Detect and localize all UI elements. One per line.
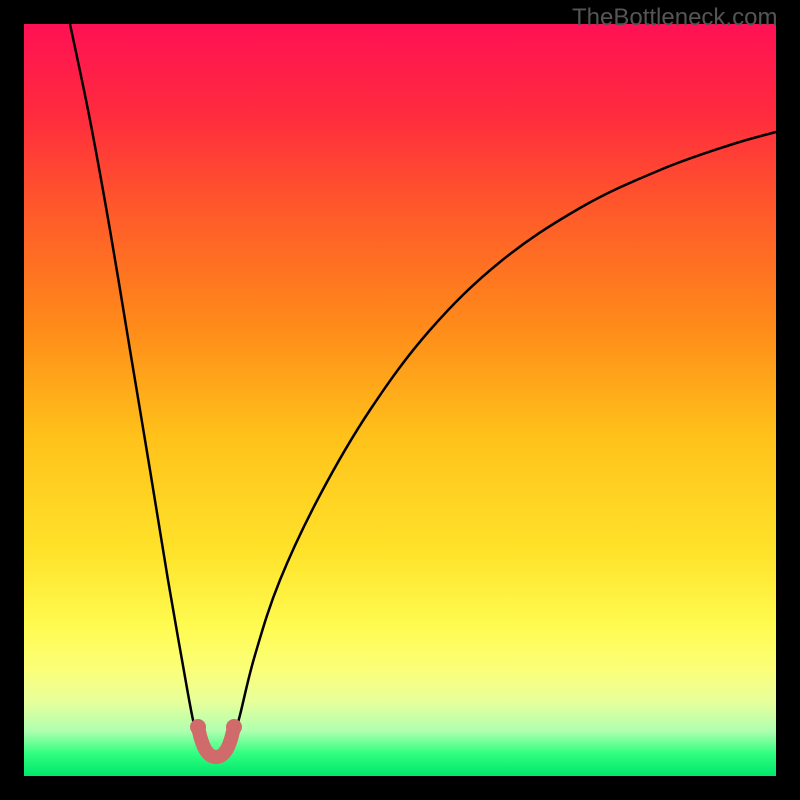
chart-svg	[0, 0, 800, 800]
dip-dot-left	[190, 719, 206, 735]
dip-dot-right	[226, 719, 242, 735]
curve-right	[232, 132, 776, 745]
curve-left	[70, 24, 200, 745]
watermark-text: TheBottleneck.com	[572, 4, 777, 32]
chart-frame: TheBottleneck.com	[0, 0, 800, 800]
frame-border	[0, 0, 800, 800]
